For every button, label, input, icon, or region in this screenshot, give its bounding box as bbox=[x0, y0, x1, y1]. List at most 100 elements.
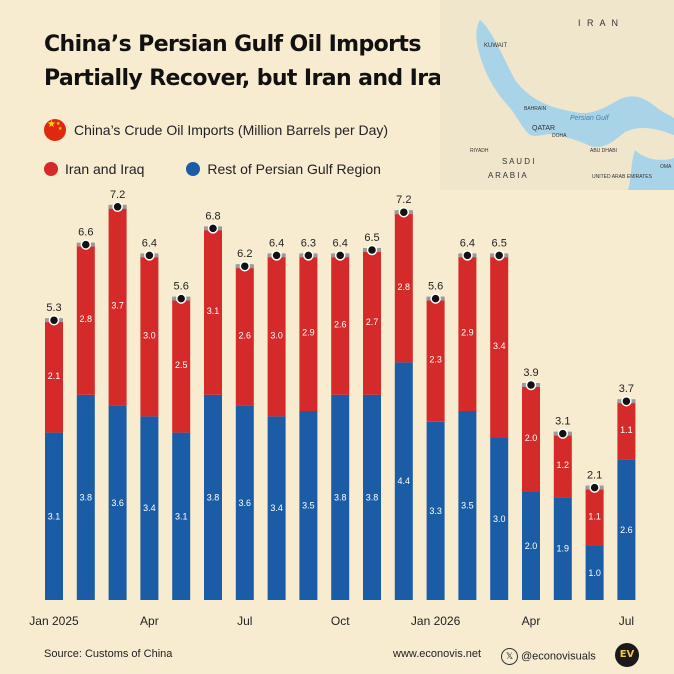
bar-rest-8 bbox=[299, 411, 318, 600]
data-label-iran-iraq-12: 2.3 bbox=[429, 355, 442, 365]
legend-item-rest: Rest of Persian Gulf Region bbox=[186, 161, 381, 177]
persian-gulf-map: I R A N KUWAIT BAHRAIN QATAR DOHA Persia… bbox=[440, 0, 674, 190]
total-marker-12 bbox=[430, 293, 441, 304]
china-flag-icon: ★ ★ ★ bbox=[44, 119, 66, 141]
total-label-3: 6.4 bbox=[142, 237, 157, 249]
data-label-rest-11: 4.4 bbox=[398, 476, 411, 486]
data-label-rest-8: 3.5 bbox=[302, 501, 315, 511]
map-label-persian-gulf: Persian Gulf bbox=[570, 115, 610, 122]
bar-iran-iraq-16 bbox=[553, 432, 572, 498]
social-handle-text: @econovisuals bbox=[521, 650, 596, 663]
x-tick-label-3: Apr bbox=[140, 614, 159, 628]
data-label-rest-7: 3.4 bbox=[270, 503, 283, 513]
data-label-iran-iraq-4: 2.5 bbox=[175, 360, 188, 370]
total-marker-1 bbox=[80, 239, 92, 250]
subtitle-text: China’s Crude Oil Imports (Million Barre… bbox=[74, 122, 389, 138]
bar-rest-5 bbox=[204, 394, 222, 600]
data-label-iran-iraq-8: 2.9 bbox=[302, 328, 315, 338]
bar-rest-17 bbox=[585, 546, 604, 600]
data-label-iran-iraq-5: 3.1 bbox=[207, 306, 220, 316]
data-label-iran-iraq-11: 2.8 bbox=[398, 282, 411, 292]
bar-iran-iraq-15 bbox=[522, 384, 540, 492]
chart-subtitle: ★ ★ ★ China’s Crude Oil Imports (Million B… bbox=[44, 119, 388, 141]
bar-rest-13 bbox=[458, 411, 477, 600]
legend-dot-iran-iraq bbox=[44, 162, 58, 176]
data-label-iran-iraq-7: 3.0 bbox=[270, 330, 283, 340]
total-marker-2 bbox=[112, 201, 123, 213]
data-label-iran-iraq-18: 1.1 bbox=[620, 425, 633, 435]
total-marker-9 bbox=[334, 250, 346, 261]
data-label-rest-4: 3.1 bbox=[175, 511, 188, 521]
data-label-rest-13: 3.5 bbox=[461, 501, 474, 511]
data-label-rest-1: 3.8 bbox=[80, 492, 93, 502]
total-marker-11 bbox=[398, 206, 410, 218]
bar-rest-14 bbox=[490, 438, 509, 600]
bar-iran-iraq-11 bbox=[394, 211, 413, 363]
bar-rest-11 bbox=[394, 362, 413, 600]
data-label-rest-12: 3.3 bbox=[429, 506, 442, 516]
data-label-rest-5: 3.8 bbox=[207, 492, 220, 502]
map-label-oman: OMA bbox=[660, 164, 672, 170]
bar-rest-7 bbox=[267, 416, 286, 600]
bar-iran-iraq-1 bbox=[76, 243, 95, 395]
total-label-16: 3.1 bbox=[555, 416, 570, 428]
total-label-18: 3.7 bbox=[619, 383, 634, 395]
data-label-iran-iraq-16: 1.2 bbox=[557, 460, 570, 470]
bar-iran-iraq-9 bbox=[331, 254, 350, 395]
data-label-iran-iraq-15: 2.0 bbox=[525, 433, 538, 443]
total-marker-10 bbox=[366, 244, 378, 256]
total-marker-15 bbox=[525, 379, 537, 391]
total-label-10: 6.5 bbox=[364, 232, 379, 244]
map-label-abu-dhabi: ABU DHABI bbox=[590, 148, 617, 154]
bar-iran-iraq-17 bbox=[585, 486, 604, 546]
bar-iran-iraq-5 bbox=[204, 227, 222, 395]
legend-label-iran-iraq: Iran and Iraq bbox=[65, 161, 145, 177]
x-tick-label-18: Jul bbox=[619, 614, 634, 628]
data-label-iran-iraq-3: 3.0 bbox=[143, 330, 156, 340]
bar-iran-iraq-0 bbox=[45, 319, 63, 433]
map-label-kuwait: KUWAIT bbox=[484, 43, 507, 49]
bar-rest-18 bbox=[617, 459, 636, 600]
total-marker-18 bbox=[621, 395, 632, 407]
chart-title: China’s Persian Gulf Oil Imports Partial… bbox=[44, 28, 507, 96]
data-label-rest-10: 3.8 bbox=[366, 492, 379, 502]
bar-rest-9 bbox=[331, 394, 350, 600]
data-label-iran-iraq-0: 2.1 bbox=[48, 371, 61, 381]
bar-iran-iraq-2 bbox=[108, 205, 127, 406]
bar-iran-iraq-6 bbox=[235, 265, 254, 406]
data-label-iran-iraq-17: 1.1 bbox=[588, 511, 601, 521]
data-label-iran-iraq-9: 2.6 bbox=[334, 320, 347, 330]
map-label-qatar: QATAR bbox=[532, 125, 555, 132]
bar-iran-iraq-4 bbox=[172, 297, 191, 433]
total-label-5: 6.8 bbox=[205, 210, 220, 222]
data-label-iran-iraq-2: 3.7 bbox=[111, 301, 124, 311]
data-label-iran-iraq-1: 2.8 bbox=[80, 314, 93, 324]
bar-iran-iraq-13 bbox=[458, 254, 477, 411]
data-label-rest-18: 2.6 bbox=[620, 525, 633, 535]
bar-rest-1 bbox=[76, 394, 95, 600]
website-link[interactable]: www.econovis.net bbox=[393, 648, 482, 660]
total-marker-6 bbox=[239, 260, 251, 272]
total-marker-13 bbox=[462, 250, 473, 261]
total-marker-8 bbox=[303, 250, 314, 261]
data-label-iran-iraq-13: 2.9 bbox=[461, 328, 474, 338]
total-label-1: 6.6 bbox=[78, 227, 93, 239]
data-label-iran-iraq-14: 3.4 bbox=[493, 341, 506, 351]
total-marker-3 bbox=[144, 250, 155, 261]
bar-iran-iraq-18 bbox=[617, 400, 636, 460]
total-marker-16 bbox=[557, 428, 569, 439]
x-logo-icon: 𝕏 bbox=[501, 648, 518, 665]
bar-rest-6 bbox=[235, 405, 254, 600]
bar-iran-iraq-12 bbox=[426, 297, 445, 422]
legend-dot-rest bbox=[186, 162, 201, 176]
title-line-2: Partially Recover, but Iran and Iraq Lag bbox=[44, 66, 507, 91]
total-label-15: 3.9 bbox=[523, 367, 538, 379]
total-label-9: 6.4 bbox=[333, 237, 348, 249]
social-handle[interactable]: 𝕏 @econovisuals bbox=[501, 648, 596, 665]
data-label-rest-3: 3.4 bbox=[143, 503, 156, 513]
total-marker-4 bbox=[175, 293, 187, 304]
bar-rest-16 bbox=[553, 497, 572, 600]
source-note: Source: Customs of China bbox=[44, 648, 173, 660]
